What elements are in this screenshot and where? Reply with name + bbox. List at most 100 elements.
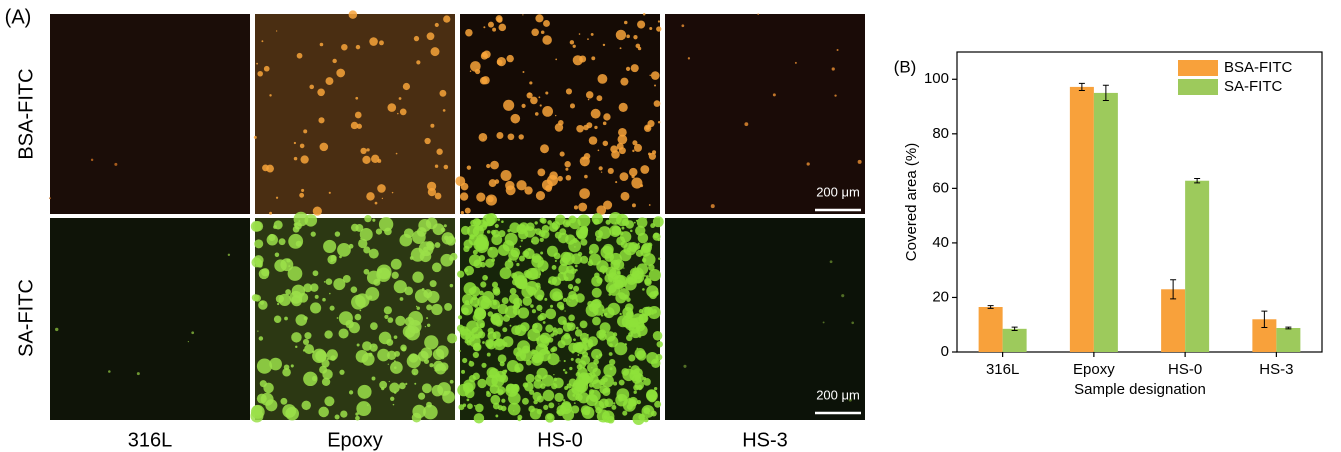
speck <box>640 246 651 257</box>
speck <box>619 380 625 386</box>
speck <box>492 286 500 294</box>
speck <box>490 161 499 170</box>
speck <box>651 411 657 417</box>
speck <box>577 364 583 370</box>
speck <box>422 288 425 291</box>
speck <box>545 325 553 333</box>
speck <box>588 260 594 266</box>
speck <box>535 112 539 116</box>
speck <box>427 32 435 40</box>
speck <box>537 294 543 300</box>
speck <box>379 332 392 345</box>
speck <box>535 221 538 224</box>
speck <box>477 379 486 388</box>
speck <box>450 253 457 260</box>
speck <box>469 361 471 363</box>
speck <box>589 244 599 254</box>
speck <box>294 157 298 161</box>
speck <box>414 36 419 41</box>
speck <box>492 28 496 32</box>
speck <box>434 368 437 371</box>
speck <box>570 103 575 108</box>
speck <box>356 401 371 416</box>
speck <box>360 148 366 154</box>
speck <box>619 103 628 112</box>
speck <box>276 30 277 31</box>
speck <box>609 225 621 237</box>
speck <box>609 212 622 225</box>
speck <box>540 104 542 106</box>
speck <box>520 322 530 332</box>
speck <box>832 67 835 70</box>
speck <box>446 236 456 246</box>
speck <box>620 47 622 49</box>
speck <box>384 306 392 314</box>
speck <box>360 310 362 312</box>
speck <box>516 180 526 190</box>
speck <box>310 302 321 313</box>
speck <box>652 150 656 154</box>
speck <box>55 328 58 331</box>
speck <box>313 270 319 276</box>
speck <box>577 214 590 227</box>
speck <box>396 153 398 155</box>
speck <box>522 14 523 15</box>
speck <box>650 223 655 228</box>
speck <box>320 43 324 47</box>
speck <box>294 142 296 144</box>
speck <box>502 297 509 304</box>
y-tick-label: 20 <box>932 288 949 305</box>
x-axis-label: Sample designation <box>1074 381 1206 398</box>
speck <box>480 262 486 268</box>
speck <box>362 353 375 366</box>
speck <box>564 161 570 167</box>
speck <box>532 309 536 313</box>
speck <box>369 249 379 259</box>
speck <box>412 413 422 423</box>
legend-label: BSA-FITC <box>1224 59 1293 76</box>
speck <box>365 287 379 301</box>
speck <box>322 298 326 302</box>
speck <box>591 109 601 119</box>
speck <box>424 138 430 144</box>
speck <box>594 126 597 129</box>
speck <box>49 197 51 199</box>
speck <box>422 383 432 393</box>
speck <box>558 316 567 325</box>
speck <box>414 373 416 375</box>
speck <box>541 269 544 272</box>
speck <box>508 133 515 140</box>
speck <box>517 415 522 420</box>
speck <box>571 253 582 264</box>
speck <box>657 341 663 347</box>
speck <box>592 288 602 298</box>
speck <box>487 247 498 258</box>
speck <box>841 294 844 297</box>
speck <box>511 325 521 335</box>
speck <box>282 368 291 377</box>
speck <box>619 147 626 154</box>
speck <box>300 144 305 149</box>
speck <box>430 280 437 287</box>
speck <box>379 381 387 389</box>
speck <box>375 202 378 205</box>
speck <box>460 328 471 339</box>
speck <box>369 37 378 46</box>
column-label: 316L <box>128 429 173 451</box>
speck <box>326 278 333 285</box>
bar <box>1003 329 1027 352</box>
speck <box>545 308 556 319</box>
speck <box>493 301 497 305</box>
speck <box>286 258 290 262</box>
speck <box>524 226 535 237</box>
speck <box>349 10 358 19</box>
speck <box>543 390 554 401</box>
speck <box>501 220 504 223</box>
speck <box>545 91 548 94</box>
speck <box>528 406 535 413</box>
speck <box>654 401 661 408</box>
speck <box>557 409 564 416</box>
bar <box>1070 87 1094 352</box>
speck <box>256 63 258 65</box>
speck <box>371 155 379 163</box>
